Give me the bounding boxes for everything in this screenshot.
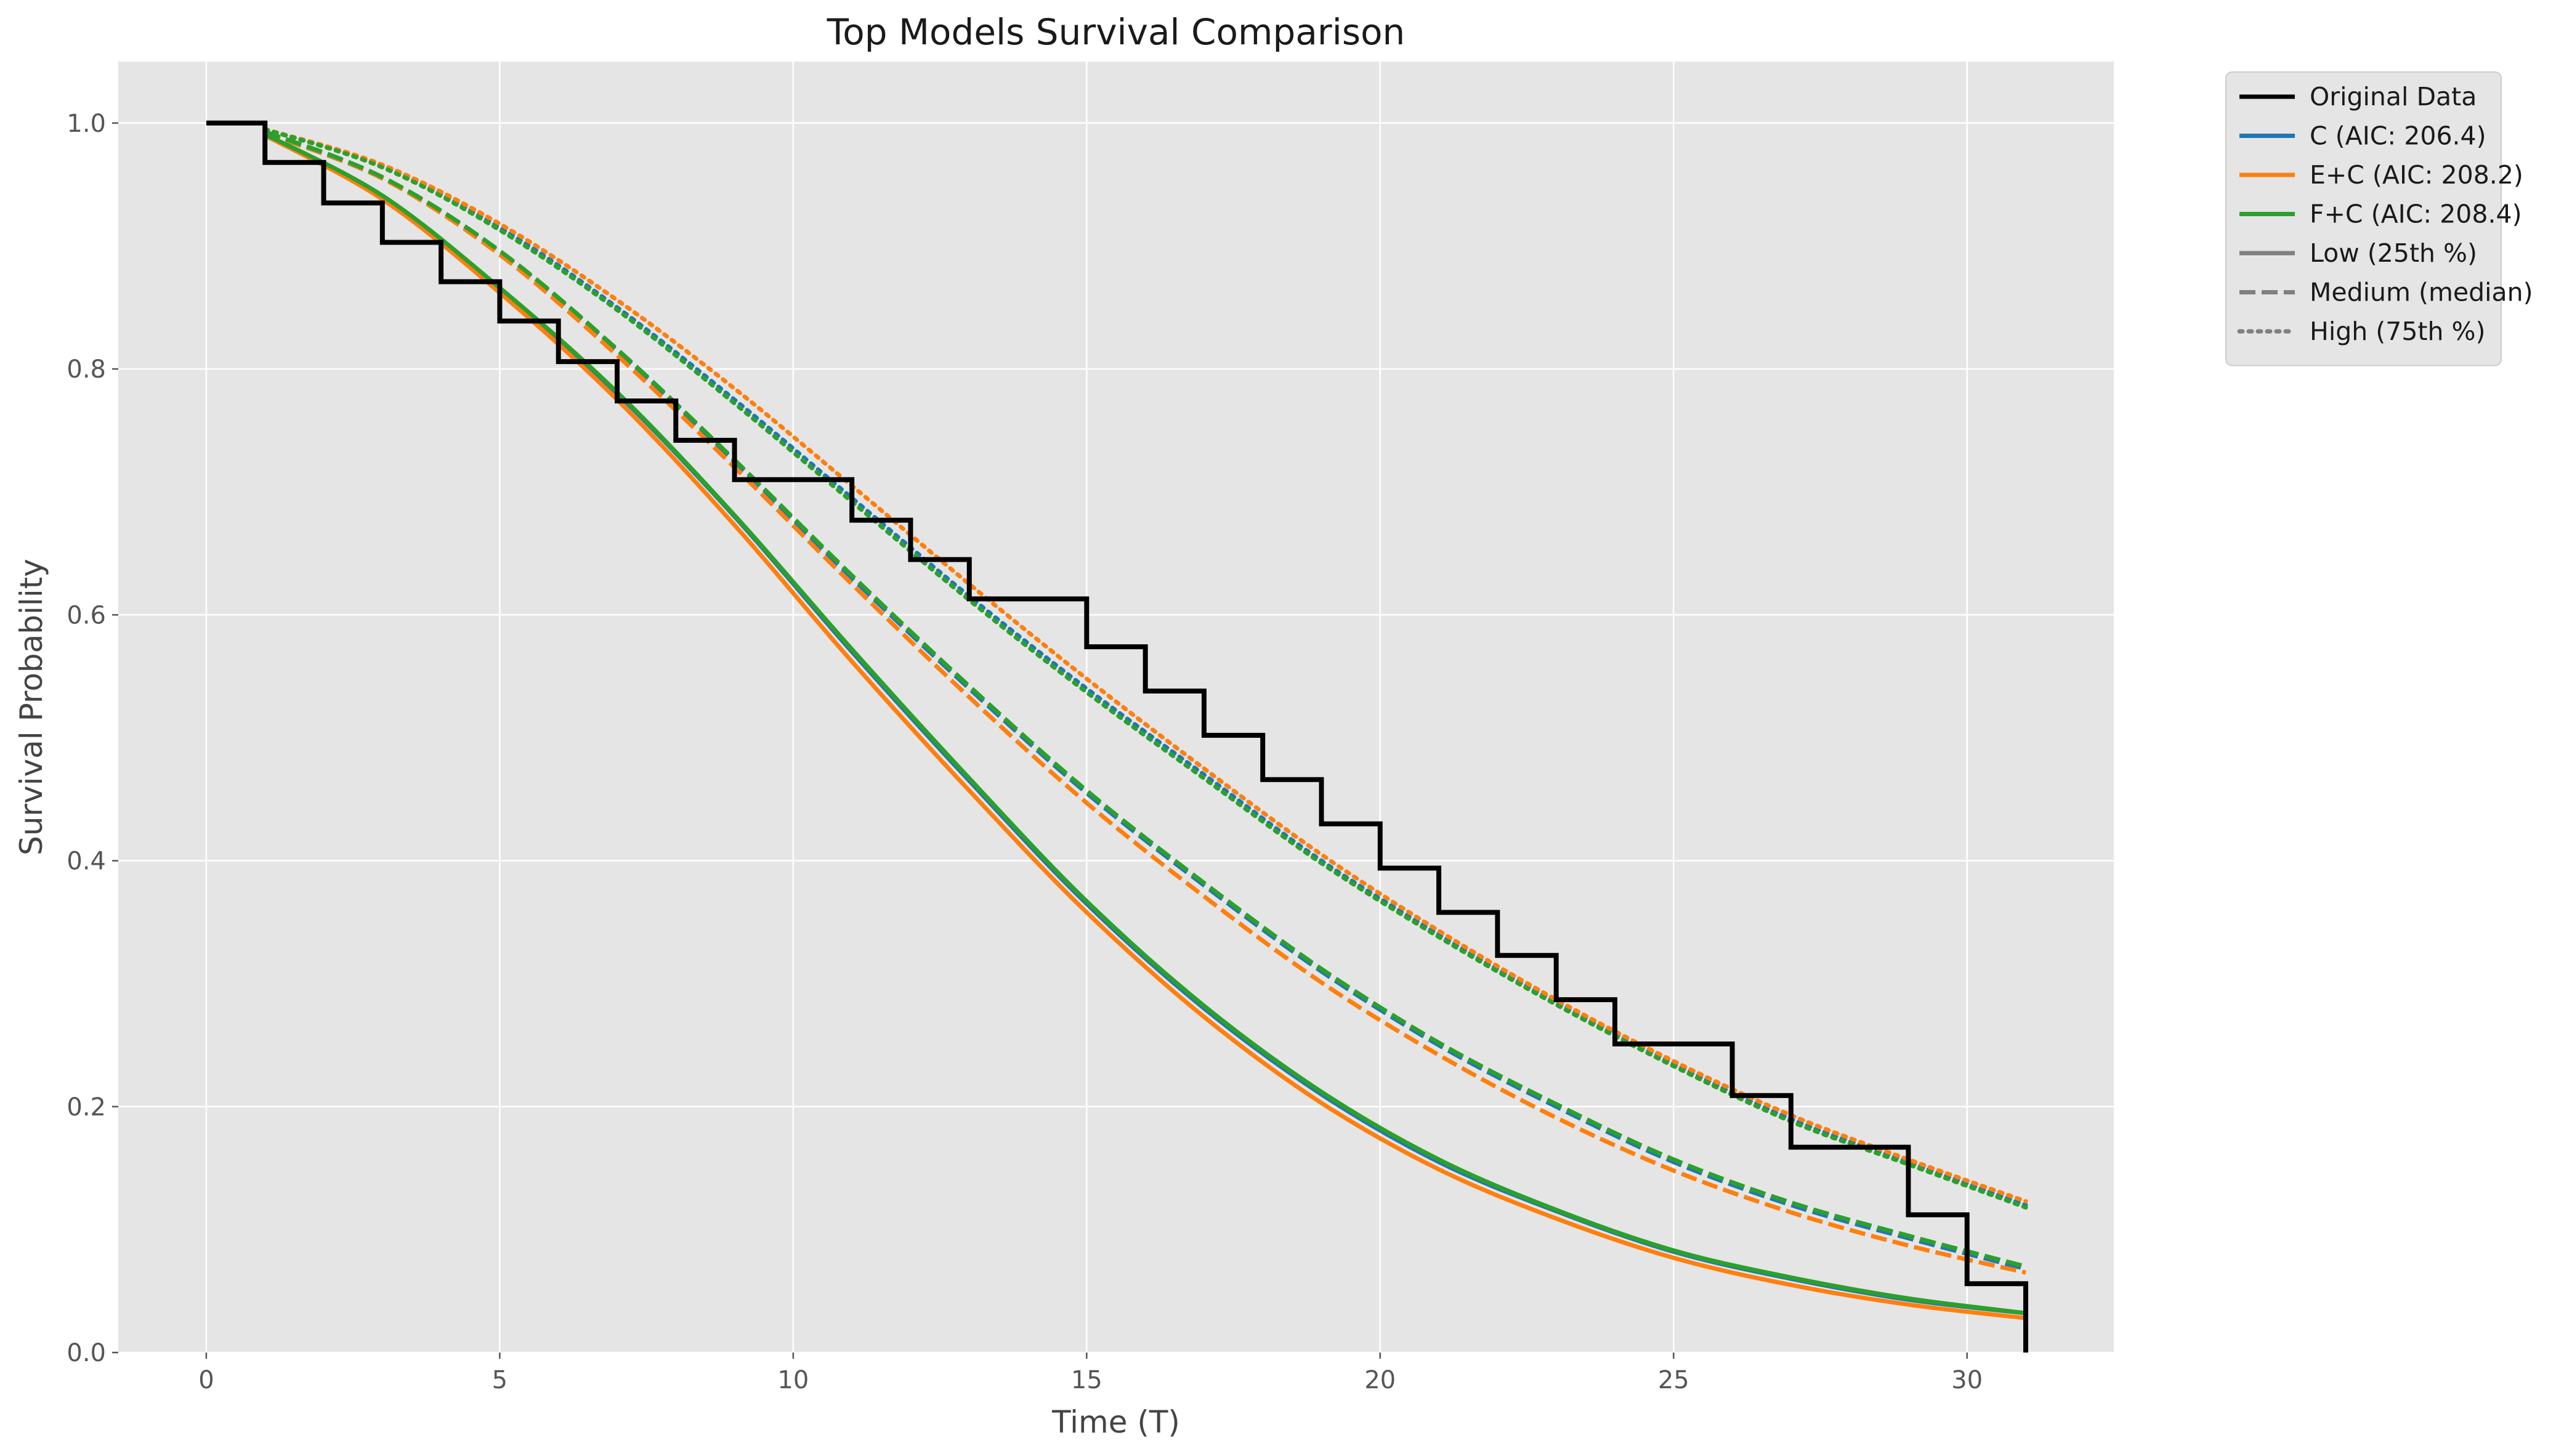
legend-label: E+C (AIC: 208.2) — [2310, 160, 2523, 190]
y-tick-label: 0.4 — [67, 847, 106, 876]
chart-title: Top Models Survival Comparison — [827, 11, 1405, 53]
legend-label: Original Data — [2310, 82, 2477, 111]
y-tick-label: 0.2 — [67, 1093, 106, 1122]
plot-area — [118, 62, 2114, 1353]
legend-label: High (75th %) — [2310, 317, 2485, 346]
y-tick-label: 0.8 — [67, 355, 106, 384]
y-tick-label: 0.6 — [67, 601, 106, 629]
x-tick-label: 30 — [1951, 1366, 1983, 1394]
series-line-fplusc-medium — [264, 129, 2026, 1269]
x-tick-label: 0 — [198, 1366, 214, 1394]
y-tick-label: 1.0 — [67, 110, 106, 138]
y-axis-label: Survival Probability — [14, 559, 49, 855]
x-tick-label: 5 — [492, 1366, 508, 1394]
legend-label: Low (25th %) — [2310, 238, 2477, 268]
x-tick-label: 10 — [777, 1366, 809, 1394]
x-tick-label: 15 — [1071, 1366, 1102, 1394]
grid-lines — [118, 62, 2114, 1354]
legend-label: Medium (median) — [2310, 278, 2533, 307]
series-line-fplusc-high — [262, 127, 2028, 1210]
y-tick-label: 0.0 — [67, 1339, 106, 1367]
axes: 0 5 10 15 20 25 30 0.0 0.2 0.4 0.6 0.8 1.0 — [67, 110, 1983, 1394]
series-line-eplusc-medium — [264, 131, 2026, 1275]
legend-label: C (AIC: 206.4) — [2310, 121, 2486, 151]
original-data-layer — [206, 120, 2029, 1353]
legend-label: F+C (AIC: 208.4) — [2310, 200, 2522, 229]
legend: Original Data C (AIC: 206.4) E+C (AIC: 208… — [2225, 71, 2533, 366]
original-data-step-line — [206, 120, 2029, 1353]
x-axis-label: Time (T) — [1051, 1404, 1180, 1440]
series-line-eplusc-high — [262, 127, 2028, 1203]
x-tick-label: 25 — [1658, 1366, 1689, 1394]
x-tick-label: 20 — [1364, 1366, 1396, 1394]
